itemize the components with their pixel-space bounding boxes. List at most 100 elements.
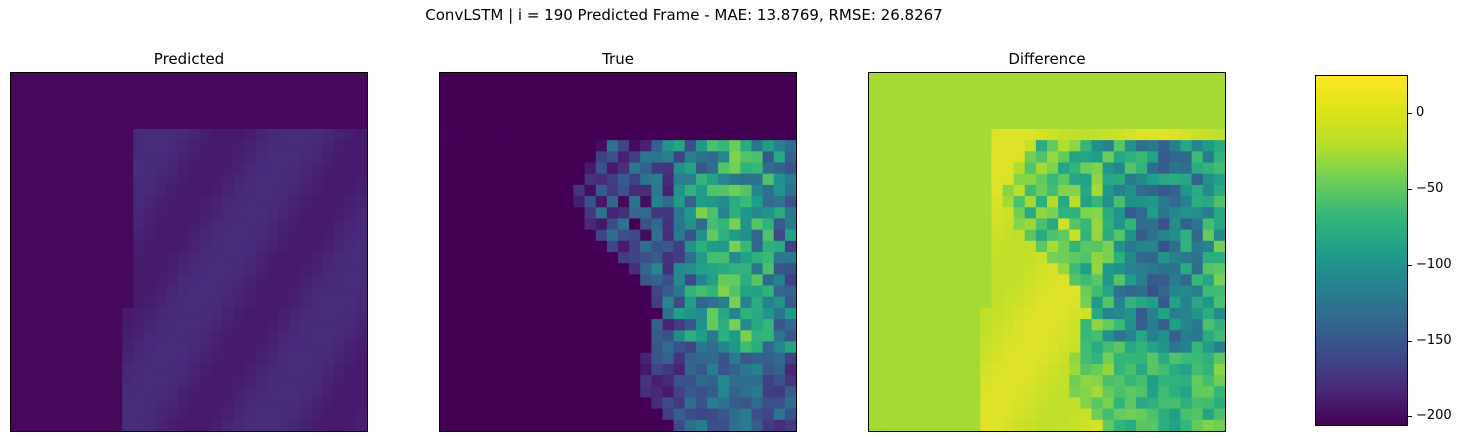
true-cell — [606, 240, 619, 253]
predicted-cell — [344, 274, 357, 287]
true-cell — [662, 117, 675, 130]
predicted-cell — [44, 285, 57, 298]
difference-cell — [1169, 95, 1182, 108]
true-cell — [684, 95, 697, 108]
difference-cell — [1191, 375, 1204, 387]
predicted-cell — [255, 95, 268, 108]
true-cell — [662, 218, 675, 231]
predicted-cell — [189, 419, 201, 431]
true-cell — [506, 330, 519, 343]
true-cell — [506, 73, 519, 85]
true-cell — [606, 419, 619, 431]
true-cell — [707, 386, 719, 399]
difference-cell — [1047, 263, 1059, 275]
true-cell — [684, 84, 697, 96]
predicted-cell — [22, 84, 34, 96]
predicted-cell — [144, 319, 157, 331]
true-cell — [562, 263, 575, 275]
true-cell — [517, 386, 530, 399]
predicted-cell — [289, 307, 301, 320]
true-cell — [751, 341, 764, 354]
true-cell — [618, 140, 630, 152]
predicted-cell — [144, 84, 157, 96]
true-cell — [517, 352, 530, 365]
true-cell — [606, 330, 619, 343]
predicted-cell — [266, 229, 279, 242]
predicted-cell — [278, 319, 290, 331]
predicted-cell — [200, 319, 212, 331]
difference-cell — [1024, 95, 1037, 108]
difference-cell — [1180, 84, 1193, 96]
true-cell — [440, 140, 452, 152]
true-cell — [484, 218, 497, 231]
true-cell — [662, 341, 675, 354]
difference-cell — [969, 162, 981, 175]
true-cell — [440, 419, 452, 431]
difference-cell — [1124, 341, 1137, 354]
predicted-cell — [300, 263, 312, 275]
predicted-cell — [22, 229, 34, 242]
difference-cell — [1058, 162, 1070, 175]
predicted-cell — [289, 252, 301, 264]
predicted-cell — [233, 218, 246, 231]
difference-cell — [1013, 240, 1026, 253]
predicted-cell — [211, 184, 223, 197]
predicted-cell — [133, 196, 146, 208]
difference-cell — [1102, 73, 1115, 85]
difference-cell — [1147, 173, 1159, 186]
difference-cell — [935, 274, 948, 287]
predicted-cell — [200, 218, 212, 231]
difference-cell — [1024, 252, 1037, 264]
true-cell — [551, 330, 563, 343]
true-cell — [684, 419, 697, 431]
predicted-cell — [333, 117, 346, 130]
predicted-cell — [244, 151, 257, 164]
predicted-cell — [189, 117, 201, 130]
predicted-cell — [11, 184, 23, 197]
predicted-cell — [244, 73, 257, 85]
true-cell — [751, 363, 764, 376]
predicted-cell — [300, 162, 312, 175]
true-cell — [495, 207, 508, 220]
true-cell — [707, 330, 719, 343]
predicted-cell — [88, 408, 101, 421]
true-cell — [773, 106, 786, 119]
predicted-cell — [22, 117, 34, 130]
predicted-cell — [278, 274, 290, 287]
difference-cell — [1191, 352, 1204, 365]
difference-cell — [1113, 140, 1126, 152]
difference-cell — [1080, 363, 1093, 376]
predicted-cell — [233, 419, 246, 431]
true-cell — [729, 151, 741, 164]
true-cell — [440, 252, 452, 264]
predicted-cell — [66, 73, 79, 85]
true-cell — [540, 73, 552, 85]
difference-cell — [1124, 151, 1137, 164]
true-cell — [784, 263, 796, 275]
difference-cell — [1191, 296, 1204, 309]
predicted-cell — [44, 330, 57, 343]
predicted-cell — [22, 397, 34, 410]
true-cell — [662, 196, 675, 208]
true-cell — [740, 140, 753, 152]
difference-cell — [1158, 375, 1170, 387]
predicted-cell — [177, 285, 190, 298]
predicted-cell — [100, 386, 112, 399]
difference-cell — [958, 128, 970, 141]
true-cell — [618, 184, 630, 197]
true-cell — [651, 263, 664, 275]
predicted-cell — [200, 375, 212, 387]
true-cell — [618, 330, 630, 343]
difference-cell — [1069, 307, 1081, 320]
predicted-cell — [33, 84, 45, 96]
predicted-cell — [300, 252, 312, 264]
difference-cell — [1158, 140, 1170, 152]
true-cell — [517, 319, 530, 331]
difference-cell — [946, 95, 959, 108]
difference-cell — [958, 173, 970, 186]
predicted-cell — [255, 274, 268, 287]
difference-cell — [1202, 296, 1215, 309]
predicted-cell — [333, 263, 346, 275]
predicted-cell — [211, 73, 223, 85]
predicted-cell — [189, 140, 201, 152]
